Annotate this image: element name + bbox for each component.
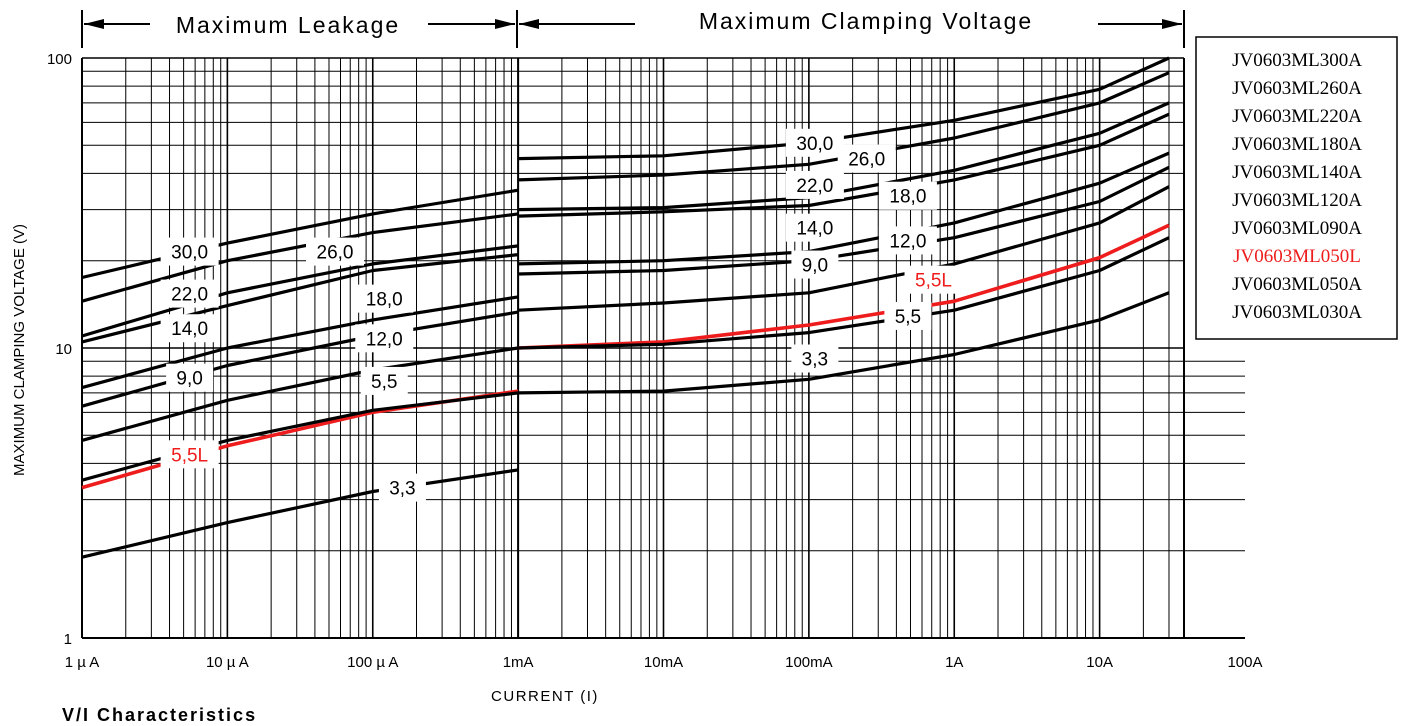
value-tag-box [837, 144, 896, 173]
region-header: Maximum Leakage Maximum Clamping Voltage [81, 8, 1185, 48]
legend: JV0603ML300A JV0603ML260A JV0603ML220A JV06… [1195, 36, 1398, 340]
series-line-clamping [518, 236, 1170, 350]
value-tag-label: 3,3 [389, 479, 415, 500]
value-tag-label: 5,5 [895, 307, 921, 328]
value-tag-label: 26,0 [317, 243, 354, 264]
series-line-leakage [81, 244, 519, 338]
x-tick-label: 1mA [503, 654, 534, 671]
x-tick-label: 10mA [644, 654, 683, 671]
value-tag-box [878, 181, 937, 210]
legend-entry: JV0603ML260A [1232, 78, 1362, 99]
value-tag-label: 18,0 [366, 290, 403, 311]
series-lines [81, 56, 1170, 559]
y-axis-label: MAXIMUM CLAMPING VOLTAGE (V) [11, 224, 28, 476]
legend-entry: JV0603ML050L [1233, 246, 1361, 267]
x-tick-label: 10A [1086, 654, 1113, 671]
legend-entry: JV0603ML300A [1232, 50, 1362, 71]
clamping-region-label: Maximum Clamping Voltage [699, 8, 1033, 34]
axes: 1 µ A 10 µ A 100 µ A 1mA 10mA 100mA 1A 10A 100A 1… [11, 51, 1263, 705]
value-tag-box [878, 226, 937, 255]
value-tag-box [904, 265, 963, 294]
value-tag-label: 18,0 [889, 187, 926, 208]
grid-lines [81, 57, 1245, 639]
value-tag-box [791, 344, 839, 373]
series-line-clamping [518, 185, 1170, 312]
series-line-leakage [81, 212, 519, 303]
value-tag-label: 3,3 [802, 350, 828, 371]
value-tag-box [360, 366, 408, 395]
series-line-leakage [81, 391, 519, 482]
value-tag-label: 5,5L [171, 445, 208, 466]
value-tags: 30,0 26,0 22,0 18,0 14,0 12,0 9,0 5,5 5,5L 3,3 30,… [160, 128, 963, 502]
value-tag-label: 12,0 [889, 231, 926, 252]
series-line-clamping [518, 56, 1170, 161]
series-line-leakage [81, 389, 519, 490]
y-tick-label: 1 [64, 631, 72, 648]
legend-entry: JV0603ML030A [1232, 302, 1362, 323]
leakage-arrowhead-left [84, 19, 104, 29]
series-line-clamping [518, 291, 1170, 395]
value-tag-label: 22,0 [796, 176, 833, 197]
value-tag-box [785, 213, 844, 242]
clamping-arrowhead-left [519, 19, 539, 29]
legend-entry: JV0603ML090A [1232, 218, 1362, 239]
x-tick-label: 1A [945, 654, 963, 671]
x-tick-label: 1 µ A [65, 654, 100, 671]
value-tag-label: 5,5 [371, 372, 397, 393]
series-line-leakage [81, 295, 519, 390]
series-line-leakage [81, 346, 519, 442]
value-tag-box [166, 363, 214, 392]
value-tag-box [160, 314, 219, 343]
x-tick-label: 100mA [785, 654, 833, 671]
leakage-region-label: Maximum Leakage [176, 12, 400, 38]
x-axis-label: CURRENT (I) [491, 688, 599, 705]
value-tag-box [785, 170, 844, 199]
value-tag-label: 30,0 [171, 243, 208, 264]
legend-entry: JV0603ML120A [1232, 190, 1362, 211]
value-tag-label: 9,0 [176, 369, 202, 390]
value-tag-box [884, 301, 932, 330]
legend-box [1195, 36, 1398, 340]
value-tag-box [160, 440, 219, 469]
value-tag-box [355, 324, 414, 353]
chart-footer-title: V/I Characteristics [62, 705, 258, 725]
value-tag-box [160, 237, 219, 266]
y-tick-label: 100 [47, 51, 72, 68]
value-tag-label: 22,0 [171, 285, 208, 306]
value-tag-label: 14,0 [796, 219, 833, 240]
value-tag-label: 26,0 [848, 150, 885, 171]
value-tag-box [785, 128, 844, 157]
value-tag-box [378, 473, 426, 502]
value-tag-label: 14,0 [171, 319, 208, 340]
series-line-leakage [81, 188, 519, 280]
legend-entry: JV0603ML180A [1232, 134, 1362, 155]
legend-entry: JV0603ML140A [1232, 162, 1362, 183]
value-tag-label: 30,0 [796, 134, 833, 155]
clamping-arrowhead-right [1162, 19, 1182, 29]
legend-entry: JV0603ML220A [1232, 106, 1362, 127]
x-tick-label: 10 µ A [206, 654, 249, 671]
series-line-leakage [81, 253, 519, 344]
value-tag-box [160, 279, 219, 308]
y-tick-label: 10 [55, 341, 72, 358]
value-tag-label: 5,5L [915, 271, 952, 292]
value-tag-label: 9,0 [802, 256, 828, 277]
value-tag-label: 12,0 [366, 329, 403, 350]
x-tick-label: 100 µ A [347, 654, 398, 671]
leakage-arrowhead-right [495, 19, 515, 29]
x-tick-label: 100A [1227, 654, 1262, 671]
series-line-leakage [81, 468, 519, 559]
series-line-leakage [81, 310, 519, 408]
series-line-clamping [518, 223, 1170, 350]
legend-entry: JV0603ML050A [1232, 274, 1362, 295]
value-tag-box [355, 284, 414, 313]
value-tag-box [306, 237, 365, 266]
value-tag-box [791, 250, 839, 279]
